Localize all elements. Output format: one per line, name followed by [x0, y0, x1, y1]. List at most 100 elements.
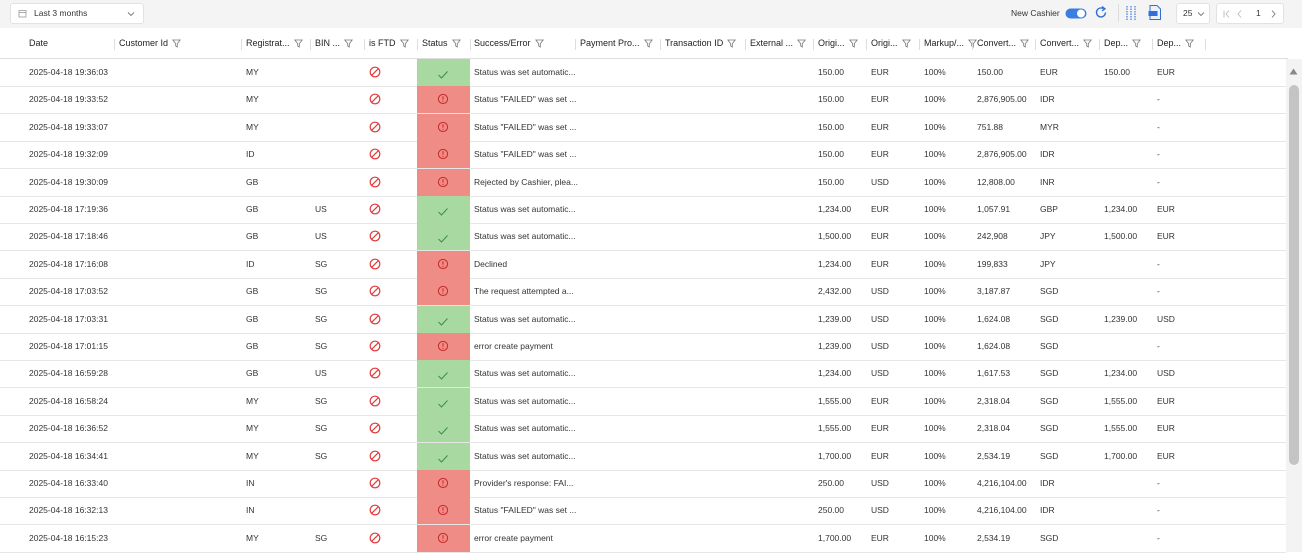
column-header[interactable]: Payment Pro...	[580, 38, 653, 48]
filter-icon[interactable]	[797, 39, 807, 48]
column-header[interactable]: Origi...	[871, 38, 911, 48]
column-header[interactable]: Customer Id	[119, 38, 182, 48]
table-row[interactable]: 2025-04-18 19:30:09 GB Rejected by Cashier…	[0, 168, 1286, 197]
ftd-icon	[369, 285, 381, 297]
filter-icon[interactable]	[399, 39, 409, 48]
table-row[interactable]: 2025-04-18 17:16:08 ID SG Declined 1,234.00 E…	[0, 250, 1286, 279]
ftd-icon	[369, 340, 381, 352]
table-row[interactable]: 2025-04-18 16:33:40 IN Provider's response…	[0, 470, 1286, 498]
scrollbar[interactable]	[1286, 59, 1302, 552]
cell: EUR	[871, 149, 889, 160]
cell: EUR	[871, 258, 889, 269]
scroll-thumb[interactable]	[1289, 85, 1299, 465]
table-row[interactable]: 2025-04-18 19:32:09 ID Status "FAILED" was…	[0, 141, 1286, 170]
cell: USD	[871, 313, 889, 324]
refresh-button[interactable]	[1094, 5, 1109, 20]
filter-icon[interactable]	[344, 39, 354, 48]
filter-icon[interactable]	[1020, 39, 1030, 48]
table-row[interactable]: 2025-04-18 17:19:36 GB US Status was set au…	[0, 196, 1286, 224]
column-title: Markup/...	[924, 38, 965, 48]
table-row[interactable]: 2025-04-18 19:33:52 MY Status "FAILED" was…	[0, 86, 1286, 115]
column-header[interactable]: BIN ...	[315, 38, 354, 48]
filter-icon[interactable]	[727, 39, 737, 48]
filter-icon[interactable]	[534, 39, 544, 48]
table-row[interactable]: 2025-04-18 16:58:24 MY SG Status was set au…	[0, 387, 1286, 416]
table-row[interactable]: 2025-04-18 16:32:13 IN Status "FAILED" was…	[0, 497, 1286, 526]
ftd-cell	[369, 284, 381, 302]
cell: 2025-04-18 17:01:15	[29, 341, 108, 351]
table-row[interactable]: 2025-04-18 16:59:28 GB US Status was set au…	[0, 360, 1286, 389]
cell: 100%	[924, 450, 946, 461]
error-icon	[437, 477, 449, 489]
table-row[interactable]: 2025-04-18 16:34:41 MY SG Status was set au…	[0, 442, 1286, 471]
column-header[interactable]: Success/Error	[474, 38, 544, 48]
column-header[interactable]: Transaction ID	[665, 38, 737, 48]
column-header[interactable]: Convert...	[977, 38, 1030, 48]
ftd-cell	[369, 120, 381, 138]
cell: 2,318.04	[977, 423, 1011, 434]
prev-buttons[interactable]	[1223, 10, 1245, 18]
filter-icon[interactable]	[172, 39, 182, 48]
column-header[interactable]: Registrat...	[246, 38, 303, 48]
export-button[interactable]	[1147, 4, 1163, 21]
columns-button[interactable]	[1124, 5, 1138, 21]
table-header: Date Customer Id Registrat... BIN ... is FTD…	[0, 30, 1288, 59]
cell: 1,234.00	[818, 368, 852, 379]
table-row[interactable]: 2025-04-18 19:33:07 MY Status "FAILED" was…	[0, 113, 1286, 142]
table-body: 2025-04-18 19:36:03 MY Status was set auto…	[0, 59, 1286, 553]
cell: 2025-04-18 19:36:03	[29, 67, 108, 77]
filter-icon[interactable]	[1185, 39, 1195, 48]
table-row[interactable]: 2025-04-18 17:03:31 GB SG Status was set au…	[0, 305, 1286, 334]
cell: -	[1157, 176, 1160, 187]
filter-icon[interactable]	[968, 39, 978, 48]
page-size-select[interactable]: 25	[1176, 3, 1210, 24]
column-title: Customer Id	[119, 38, 169, 48]
scroll-up[interactable]	[1289, 68, 1298, 75]
table-row[interactable]: 2025-04-18 16:36:52 MY SG Status was set au…	[0, 415, 1286, 444]
column-header[interactable]: Status	[422, 38, 461, 48]
cell: MY	[246, 121, 259, 132]
filter-icon[interactable]	[901, 39, 911, 48]
table-row[interactable]: 2025-04-18 19:36:03 MY Status was set auto…	[0, 59, 1286, 87]
cell: SGD	[1040, 286, 1059, 297]
cell: 150.00	[1104, 67, 1130, 77]
filter-icon[interactable]	[1083, 39, 1093, 48]
column-header[interactable]: Dep...	[1104, 38, 1142, 48]
toggle[interactable]	[1065, 7, 1087, 20]
cell: 2025-04-18 16:58:24	[29, 395, 108, 406]
cell: 1,555.00	[1104, 395, 1138, 406]
date-range-select[interactable]: Last 3 months	[10, 3, 144, 24]
cell: 100%	[924, 204, 946, 214]
cell: SG	[315, 423, 328, 434]
next-button[interactable]	[1270, 10, 1278, 18]
column-header[interactable]: Markup/...	[924, 38, 978, 48]
column-header[interactable]: External ...	[750, 38, 807, 48]
column-separator	[1205, 39, 1206, 50]
filter-icon[interactable]	[643, 39, 653, 48]
column-header[interactable]: Date	[29, 38, 48, 48]
ftd-icon	[369, 258, 381, 270]
cell: 1,234.00	[818, 258, 852, 269]
column-header[interactable]: is FTD	[369, 38, 409, 48]
filter-icon[interactable]	[1132, 39, 1142, 48]
cell: -	[1157, 341, 1160, 351]
error-icon	[437, 286, 449, 297]
table-row[interactable]: 2025-04-18 17:18:46 GB US Status was set au…	[0, 223, 1286, 252]
table-row[interactable]: 2025-04-18 17:01:15 GB SG error create paym…	[0, 333, 1286, 361]
column-header[interactable]: Origi...	[818, 38, 858, 48]
filter-icon[interactable]	[451, 39, 461, 48]
cell: Status was set automatic...	[474, 67, 576, 77]
cell: IDR	[1040, 149, 1055, 160]
cell: IDR	[1040, 505, 1055, 516]
cell: SGD	[1040, 423, 1059, 434]
cell: 2,534.19	[977, 450, 1011, 461]
filter-icon[interactable]	[293, 39, 303, 48]
filter-icon[interactable]	[848, 39, 858, 48]
column-header[interactable]: Convert...	[1040, 38, 1093, 48]
ftd-cell	[369, 92, 381, 110]
table-row[interactable]: 2025-04-18 16:15:23 MY SG error create paym…	[0, 524, 1286, 553]
cell: EUR	[871, 395, 889, 406]
table-row[interactable]: 2025-04-18 17:03:52 GB SG The request attem…	[0, 278, 1286, 307]
column-header[interactable]: Dep...	[1157, 38, 1195, 48]
ftd-cell	[369, 339, 381, 357]
